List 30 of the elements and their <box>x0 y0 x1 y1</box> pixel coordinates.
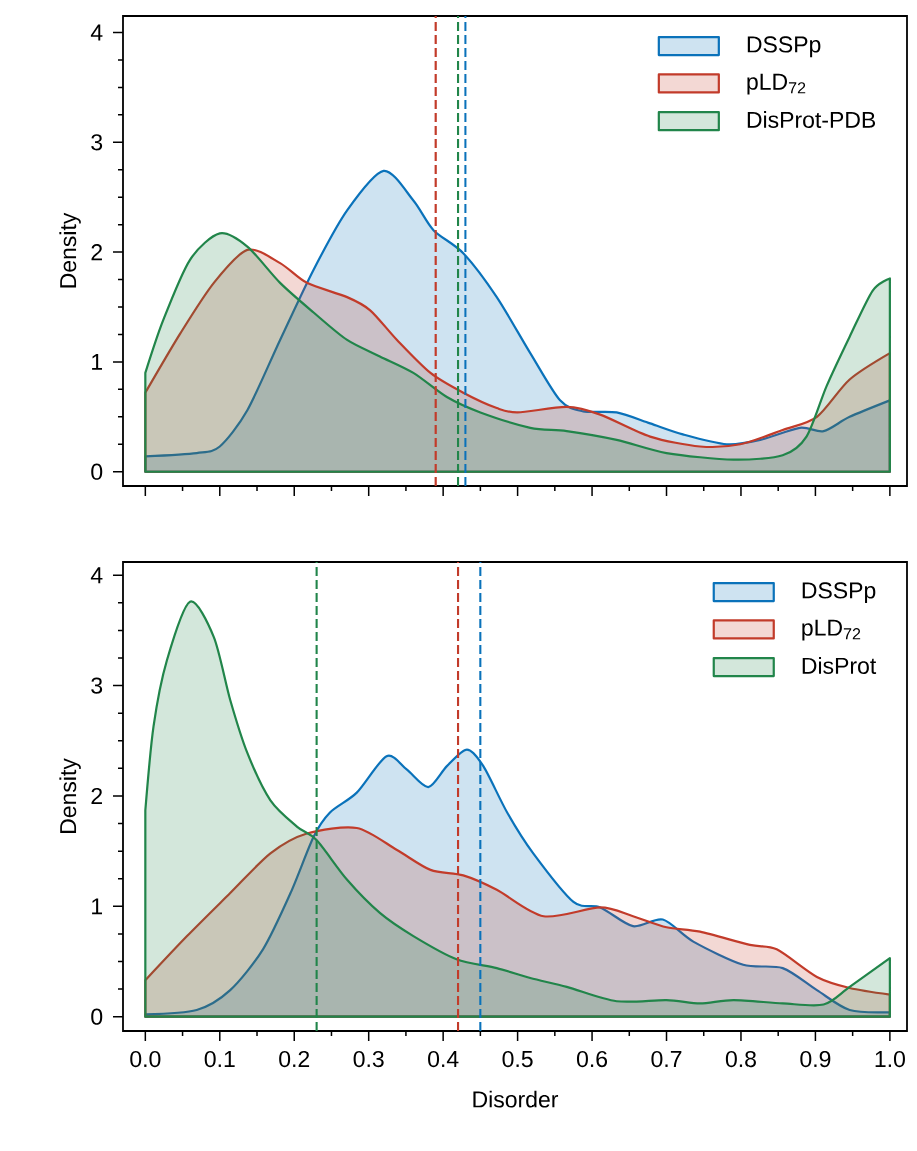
y-axis-title: Density <box>59 212 81 288</box>
y-axis-title: Density <box>59 758 81 833</box>
x-tick-label: 0.9 <box>800 1050 831 1068</box>
y-tick-label: 3 <box>91 134 103 151</box>
x-tick-label: 1.0 <box>875 1050 905 1068</box>
x-axis-title: Disorder <box>473 1090 559 1108</box>
y-tick-label: 2 <box>91 787 102 804</box>
x-tick-label: 0.4 <box>428 1050 459 1068</box>
y-tick-label: 4 <box>90 567 103 584</box>
y-tick-label: 0 <box>91 1008 103 1025</box>
x-tick-label: 0.7 <box>651 1050 682 1068</box>
x-tick-label: 0.1 <box>204 1050 235 1068</box>
y-tick-label: 1 <box>92 898 103 915</box>
legend-label: DisProt-PDB <box>747 111 876 128</box>
legend-label: DSSPp <box>802 582 876 604</box>
legend-label: pLD$_{72}$ <box>802 619 861 641</box>
x-tick-label: 0.0 <box>130 1050 161 1068</box>
y-tick-label: 0 <box>91 463 103 480</box>
legend-label: pLD$_{72}$ <box>747 73 806 95</box>
x-tick-label: 0.6 <box>576 1050 608 1068</box>
legend-label: DSSPp <box>747 36 821 58</box>
x-tick-label: 0.3 <box>353 1050 384 1068</box>
y-tick-label: 3 <box>91 677 103 694</box>
y-tick-label: 2 <box>91 244 102 261</box>
x-tick-label: 0.8 <box>725 1050 756 1068</box>
legend-label: DisProt <box>802 657 877 674</box>
y-tick-label: 1 <box>92 354 103 370</box>
x-tick-label: 0.2 <box>279 1050 310 1068</box>
x-tick-label: 0.5 <box>502 1050 533 1068</box>
y-tick-label: 4 <box>90 24 103 41</box>
